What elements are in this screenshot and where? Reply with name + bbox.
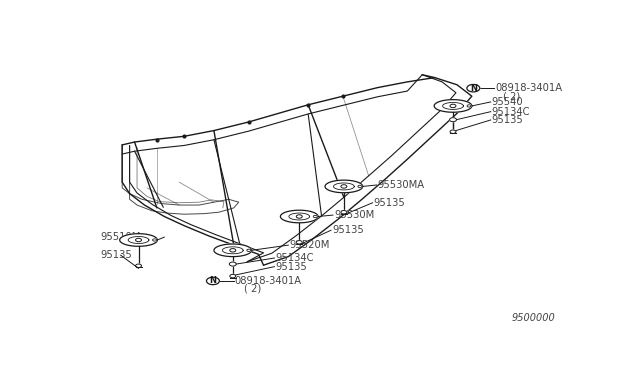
Polygon shape [434, 100, 472, 112]
Text: N: N [209, 276, 216, 285]
Circle shape [450, 130, 456, 134]
Circle shape [467, 84, 480, 92]
Text: 95134C: 95134C [492, 107, 530, 117]
Polygon shape [280, 210, 318, 223]
Text: 9500000: 9500000 [511, 313, 556, 323]
Text: ( 2): ( 2) [502, 91, 520, 101]
Text: 08918-3401A: 08918-3401A [495, 83, 563, 93]
Circle shape [467, 105, 471, 107]
Circle shape [230, 275, 236, 278]
Polygon shape [214, 244, 252, 257]
Text: 95510M: 95510M [101, 232, 141, 242]
Text: 95135: 95135 [492, 115, 524, 125]
Circle shape [358, 185, 362, 187]
Circle shape [230, 248, 236, 252]
Circle shape [152, 239, 157, 241]
Text: ( 2): ( 2) [244, 284, 261, 294]
Circle shape [341, 185, 347, 188]
Text: 95135: 95135 [332, 225, 364, 235]
Text: 95135: 95135 [374, 198, 405, 208]
Polygon shape [325, 180, 363, 193]
Circle shape [136, 238, 141, 242]
Circle shape [313, 215, 317, 218]
Text: N: N [470, 84, 477, 93]
Text: 95540: 95540 [492, 97, 524, 107]
Circle shape [247, 249, 251, 251]
Circle shape [229, 262, 236, 266]
Circle shape [449, 118, 456, 122]
Circle shape [450, 104, 456, 108]
Polygon shape [120, 234, 157, 246]
Circle shape [296, 241, 302, 244]
Text: 95134C: 95134C [275, 253, 314, 263]
Circle shape [207, 277, 220, 285]
Text: 95530M: 95530M [334, 210, 374, 220]
Text: 95520M: 95520M [289, 240, 330, 250]
Circle shape [341, 211, 347, 214]
Text: 95135: 95135 [275, 262, 307, 272]
Circle shape [296, 215, 302, 218]
Text: 08918-3401A: 08918-3401A [235, 276, 302, 286]
Circle shape [136, 264, 141, 267]
Text: 95530MA: 95530MA [378, 180, 425, 190]
Text: 95135: 95135 [101, 250, 132, 260]
